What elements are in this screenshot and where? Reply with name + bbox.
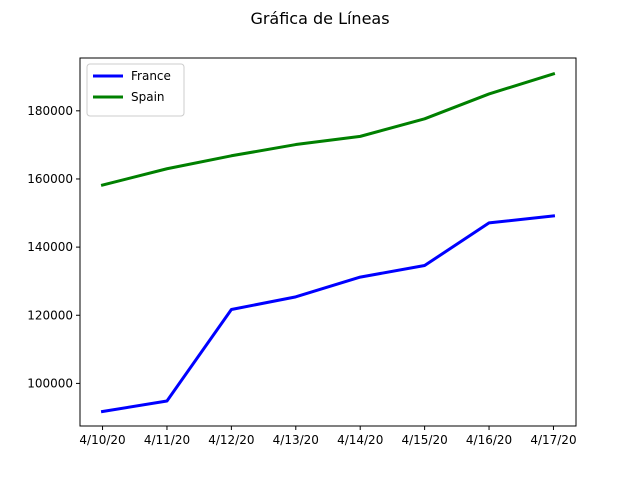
y-tick-label: 160000	[27, 172, 73, 186]
chart-title: Gráfica de Líneas	[250, 9, 389, 28]
x-tick-label: 4/10/20	[79, 433, 125, 447]
x-tick-label: 4/14/20	[337, 433, 383, 447]
x-tick-label: 4/16/20	[466, 433, 512, 447]
series-line-france	[100, 214, 556, 414]
plot-area: 4/10/20 4/11/20 4/12/20 4/13/20 4/14/20 4/15/…	[27, 57, 577, 447]
x-tick-label: 4/11/20	[144, 433, 190, 447]
y-tick-label: 140000	[27, 240, 73, 254]
x-tick-label: 4/15/20	[401, 433, 447, 447]
y-tick-label: 120000	[27, 308, 73, 322]
legend: France Spain	[86, 63, 185, 117]
legend-label: France	[131, 69, 171, 83]
legend-label: Spain	[131, 90, 165, 104]
axes-frame	[79, 57, 577, 427]
x-tick-label: 4/17/20	[530, 433, 576, 447]
x-tick-label: 4/13/20	[273, 433, 319, 447]
y-tick-label: 100000	[27, 376, 73, 390]
y-tick-label: 180000	[27, 104, 73, 118]
x-tick-label: 4/12/20	[208, 433, 254, 447]
series-line-spain	[100, 71, 556, 187]
